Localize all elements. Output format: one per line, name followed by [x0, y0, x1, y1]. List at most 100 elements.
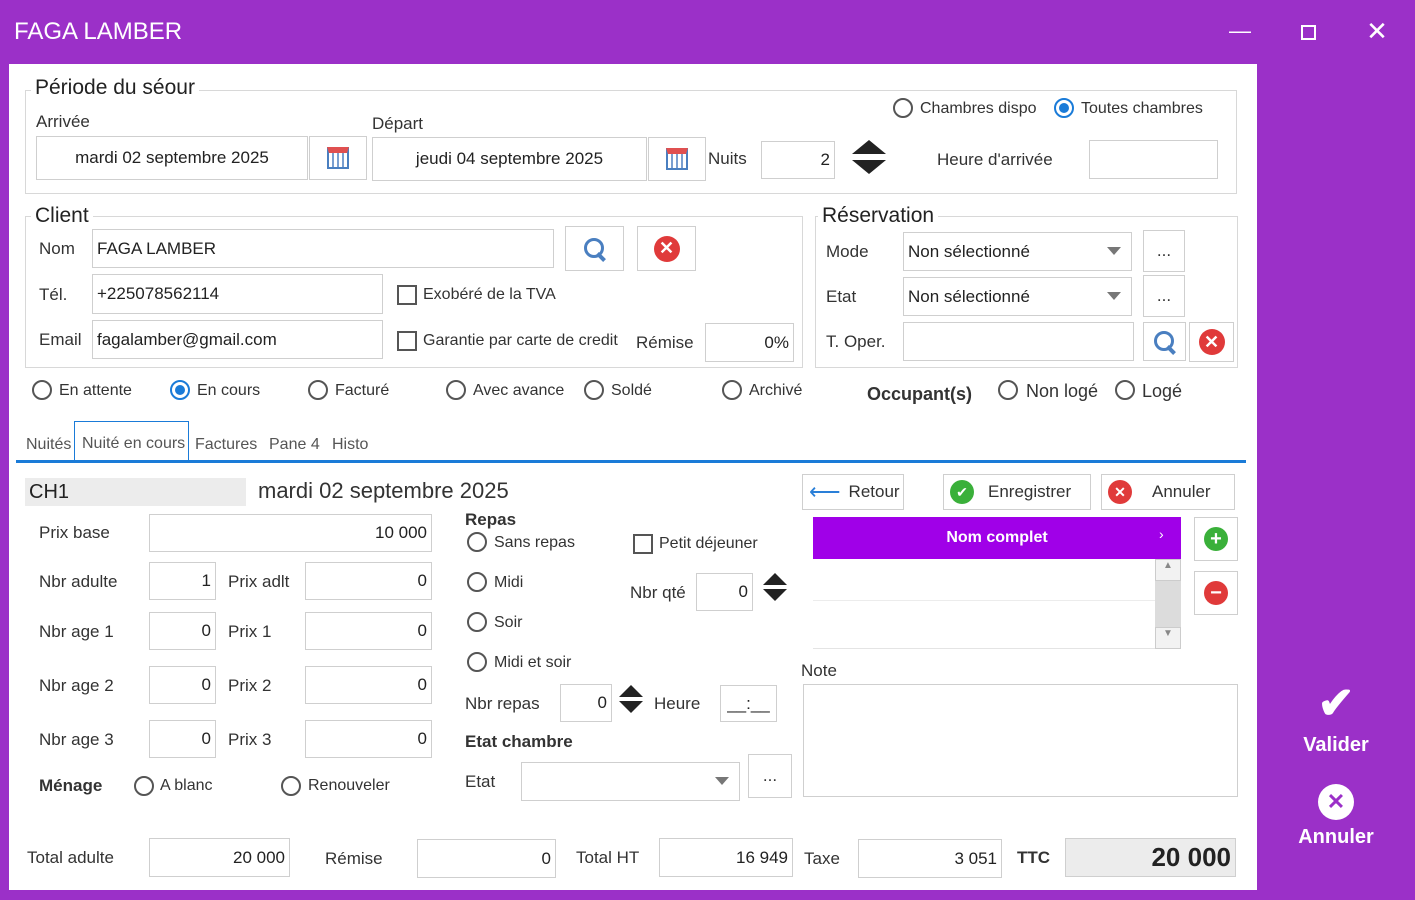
note-field[interactable] — [803, 684, 1238, 797]
close-button[interactable]: ✕ — [1357, 14, 1397, 48]
prix3-label: Prix 3 — [228, 730, 272, 749]
heure-arrivee-field[interactable] — [1089, 140, 1218, 179]
status-radio-en-attente[interactable] — [32, 380, 52, 400]
repas-heure-label: Heure — [654, 694, 701, 713]
stepper-up-icon[interactable] — [763, 573, 787, 585]
non-loge-radio[interactable] — [998, 380, 1018, 400]
status-radio-archive[interactable] — [722, 380, 742, 400]
depart-field[interactable]: jeudi 04 septembre 2025 — [372, 137, 647, 181]
garantie-checkbox[interactable] — [397, 331, 417, 351]
status-radio-en-cours[interactable] — [170, 380, 190, 400]
depart-calendar-button[interactable] — [648, 137, 706, 181]
stepper-down-icon[interactable] — [763, 589, 787, 601]
scroll-up-icon[interactable]: ▲ — [1155, 559, 1181, 581]
loge-label: Logé — [1142, 381, 1183, 401]
etat-select[interactable]: Non sélectionné — [903, 277, 1132, 316]
a-blanc-radio[interactable] — [134, 776, 154, 796]
client-remise-field[interactable]: 0% — [705, 323, 794, 362]
retour-label: Retour — [848, 482, 900, 501]
prix-adlt-label: Prix adlt — [228, 572, 290, 591]
mode-select[interactable]: Non sélectionné — [903, 232, 1132, 271]
etat-more-button[interactable]: ... — [1143, 275, 1185, 317]
stepper-down-icon[interactable] — [852, 160, 886, 174]
add-occupant-button[interactable]: + — [1194, 517, 1238, 561]
mode-more-button[interactable]: ... — [1143, 230, 1185, 272]
prix-base-field[interactable]: 10 000 — [149, 514, 432, 552]
nbr-repas-field[interactable]: 0 — [560, 684, 612, 722]
midi-et-soir-radio[interactable] — [467, 652, 487, 672]
scroll-down-icon[interactable]: ▼ — [1155, 627, 1181, 649]
grid-scrollbar[interactable]: ▲ ▼ — [1155, 559, 1181, 649]
nbr-adulte-field[interactable]: 1 — [149, 562, 216, 600]
status-label: En cours — [197, 382, 261, 399]
status-label: Archivé — [749, 382, 803, 399]
status-radio-facture[interactable] — [308, 380, 328, 400]
status-radio-solde[interactable] — [584, 380, 604, 400]
midi-radio[interactable] — [467, 572, 487, 592]
valider-label: Valider — [1303, 734, 1369, 756]
nbr-repas-stepper[interactable] — [619, 685, 643, 713]
nbr-age2-field[interactable]: 0 — [149, 666, 216, 704]
nbr-age1-field[interactable]: 0 — [149, 612, 216, 650]
total-ht-field[interactable]: 16 949 — [659, 838, 793, 877]
toutes-chambres-radio[interactable] — [1054, 98, 1074, 118]
arrivee-calendar-button[interactable] — [309, 136, 367, 180]
retour-button[interactable]: ⟵ Retour — [802, 474, 904, 510]
stepper-up-icon[interactable] — [852, 140, 886, 154]
tel-field[interactable]: +225078562114 — [92, 274, 383, 314]
tab-factures[interactable]: Factures — [195, 436, 258, 453]
annuler-nuite-button[interactable]: ✕ Annuler — [1101, 474, 1235, 510]
etat-chambre-select[interactable] — [521, 762, 740, 801]
clear-toper-button[interactable]: ✕ — [1189, 322, 1234, 362]
search-client-button[interactable] — [565, 226, 624, 271]
tab-nuites[interactable]: Nuités — [26, 436, 72, 453]
nom-field[interactable]: FAGA LAMBER — [92, 229, 554, 268]
status-radio-avec-avance[interactable] — [446, 380, 466, 400]
repas-option-label: Midi — [494, 574, 524, 591]
loge-radio[interactable] — [1115, 380, 1135, 400]
tab-pane4[interactable]: Pane 4 — [269, 436, 320, 453]
tab-nuite-en-cours[interactable]: Nuité en cours — [82, 435, 186, 452]
stepper-down-icon[interactable] — [619, 701, 643, 713]
total-adulte-field[interactable]: 20 000 — [149, 838, 290, 877]
maximize-button[interactable] — [1288, 14, 1328, 48]
prix3-field[interactable]: 0 — [305, 720, 432, 758]
etat-chambre-more-button[interactable]: ... — [748, 754, 792, 798]
enregistrer-button[interactable]: ✔ Enregistrer — [943, 474, 1091, 510]
occupant-grid-body[interactable] — [813, 559, 1155, 649]
tab-histo[interactable]: Histo — [332, 436, 369, 453]
nbr-age3-field[interactable]: 0 — [149, 720, 216, 758]
stepper-up-icon[interactable] — [619, 685, 643, 697]
annuler-side-button[interactable]: ✕ Annuler — [1293, 784, 1379, 849]
petit-dej-checkbox[interactable] — [633, 534, 653, 554]
repas-heure-field[interactable]: __:__ — [720, 685, 777, 722]
tab-underline — [16, 460, 1246, 463]
minimize-button[interactable]: — — [1220, 14, 1260, 48]
grid-row[interactable] — [813, 559, 1155, 601]
prix1-field[interactable]: 0 — [305, 612, 432, 650]
toper-field[interactable] — [903, 322, 1134, 361]
arrivee-field[interactable]: mardi 02 septembre 2025 — [36, 136, 308, 180]
totals-remise-field[interactable]: 0 — [417, 839, 556, 878]
valider-button[interactable]: ✔ Valider — [1296, 682, 1376, 757]
renouveler-radio[interactable] — [281, 776, 301, 796]
prix2-field[interactable]: 0 — [305, 666, 432, 704]
nbr-qte-stepper[interactable] — [763, 573, 787, 601]
clear-client-button[interactable]: ✕ — [637, 226, 696, 271]
repas-option-label: Soir — [494, 614, 523, 631]
taxe-field[interactable]: 3 051 — [858, 839, 1002, 878]
sans-repas-radio[interactable] — [467, 532, 487, 552]
prix-adlt-field[interactable]: 0 — [305, 562, 432, 600]
arrow-left-icon: ⟵ — [809, 479, 841, 504]
exonere-checkbox[interactable] — [397, 285, 417, 305]
nuits-field[interactable]: 2 — [761, 141, 835, 179]
occupant-grid-header[interactable]: Nom complet — [813, 517, 1181, 559]
search-toper-button[interactable] — [1143, 322, 1186, 361]
email-field[interactable]: fagalamber@gmail.com — [92, 320, 383, 359]
remove-occupant-button[interactable]: − — [1194, 571, 1238, 615]
nuits-stepper[interactable] — [852, 140, 886, 174]
chambres-dispo-radio[interactable] — [893, 98, 913, 118]
menage-label: Ménage — [39, 776, 103, 795]
soir-radio[interactable] — [467, 612, 487, 632]
nbr-qte-field[interactable]: 0 — [696, 573, 753, 611]
